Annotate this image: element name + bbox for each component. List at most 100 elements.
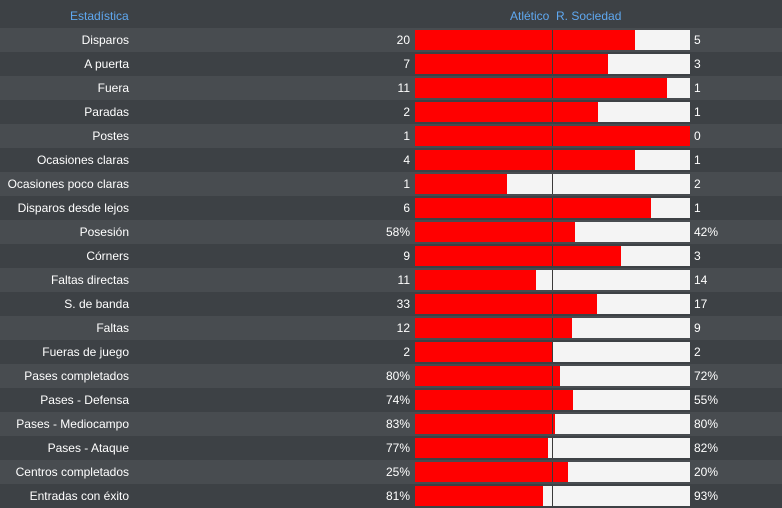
home-value: 9: [403, 249, 410, 263]
stat-label: Faltas: [96, 321, 129, 335]
stat-label: Ocasiones poco claras: [7, 177, 129, 191]
away-value: 20%: [694, 465, 719, 479]
home-share-fill: [415, 150, 635, 170]
comparison-bar: [415, 438, 690, 458]
away-value: 17: [694, 297, 708, 311]
comparison-bar: [415, 342, 690, 362]
stat-label: Centros completados: [15, 465, 129, 479]
midline-marker: [552, 102, 553, 122]
stat-row: Postes 1 0: [0, 124, 782, 148]
midline-marker: [552, 174, 553, 194]
home-team-header[interactable]: Atlético: [510, 9, 550, 23]
away-value: 0: [694, 129, 701, 143]
comparison-bar: [415, 102, 690, 122]
stat-row: Faltas 12 9: [0, 316, 782, 340]
home-value: 2: [403, 345, 410, 359]
midline-marker: [552, 438, 553, 458]
home-value: 81%: [385, 489, 410, 503]
away-value: 42%: [694, 225, 719, 239]
home-value: 83%: [385, 417, 410, 431]
home-value: 80%: [385, 369, 410, 383]
comparison-bar: [415, 222, 690, 242]
comparison-bar: [415, 294, 690, 314]
home-value: 4: [403, 153, 410, 167]
stat-row: Paradas 2 1: [0, 100, 782, 124]
stat-row: Fueras de juego 2 2: [0, 340, 782, 364]
away-value: 5: [694, 33, 701, 47]
stat-row: Faltas directas 11 14: [0, 268, 782, 292]
home-share-fill: [415, 438, 548, 458]
away-value: 3: [694, 57, 701, 71]
stat-label: Pases completados: [24, 369, 129, 383]
midline-marker: [552, 318, 553, 338]
stat-row: Córners 9 3: [0, 244, 782, 268]
home-share-fill: [415, 102, 598, 122]
stat-row: Pases - Ataque 77% 82%: [0, 436, 782, 460]
comparison-bar: [415, 198, 690, 218]
comparison-bar: [415, 54, 690, 74]
away-value: 1: [694, 201, 701, 215]
midline-marker: [552, 414, 553, 434]
home-value: 74%: [385, 393, 410, 407]
comparison-bar: [415, 462, 690, 482]
away-value: 14: [694, 273, 708, 287]
comparison-bar: [415, 150, 690, 170]
stat-label: Pases - Mediocampo: [16, 417, 129, 431]
comparison-bar: [415, 126, 690, 146]
home-value: 11: [397, 273, 410, 287]
home-share-fill: [415, 78, 667, 98]
midline-marker: [552, 486, 553, 506]
home-value: 1: [403, 129, 410, 143]
away-value: 1: [694, 105, 701, 119]
midline-marker: [552, 366, 553, 386]
home-share-fill: [415, 390, 573, 410]
comparison-bar: [415, 318, 690, 338]
away-value: 80%: [694, 417, 719, 431]
stat-column-header[interactable]: Estadística: [70, 9, 129, 23]
comparison-bar: [415, 270, 690, 290]
comparison-bar: [415, 366, 690, 386]
midline-marker: [552, 390, 553, 410]
home-share-fill: [415, 486, 543, 506]
home-share-fill: [415, 198, 651, 218]
stat-label: A puerta: [84, 57, 129, 71]
home-share-fill: [415, 342, 553, 362]
midline-marker: [552, 270, 553, 290]
midline-marker: [552, 198, 553, 218]
stats-header: Estadística Atlético R. Sociedad: [0, 4, 782, 28]
away-team-header[interactable]: R. Sociedad: [556, 9, 622, 23]
stat-row: Fuera 11 1: [0, 76, 782, 100]
home-value: 12: [396, 321, 410, 335]
home-share-fill: [415, 30, 635, 50]
comparison-bar: [415, 30, 690, 50]
stat-label: Disparos desde lejos: [17, 201, 129, 215]
midline-marker: [552, 30, 553, 50]
stat-row: Posesión 58% 42%: [0, 220, 782, 244]
stat-row: S. de banda 33 17: [0, 292, 782, 316]
midline-marker: [552, 150, 553, 170]
stat-row: Disparos 20 5: [0, 28, 782, 52]
stat-row: Disparos desde lejos 6 1: [0, 196, 782, 220]
stat-row: Ocasiones claras 4 1: [0, 148, 782, 172]
comparison-bar: [415, 390, 690, 410]
home-share-fill: [415, 318, 572, 338]
stat-row: Pases - Mediocampo 83% 80%: [0, 412, 782, 436]
away-value: 82%: [694, 441, 719, 455]
home-share-fill: [415, 246, 621, 266]
comparison-bar: [415, 414, 690, 434]
home-share-fill: [415, 462, 568, 482]
stat-label: Fuera: [97, 81, 129, 95]
home-share-fill: [415, 270, 536, 290]
home-value: 2: [403, 105, 410, 119]
stat-label: Fueras de juego: [42, 345, 129, 359]
stat-row: Centros completados 25% 20%: [0, 460, 782, 484]
home-value: 58%: [385, 225, 410, 239]
home-value: 25%: [385, 465, 410, 479]
away-value: 2: [694, 345, 701, 359]
stat-label: Disparos: [81, 33, 129, 47]
midline-marker: [552, 294, 553, 314]
home-value: 6: [403, 201, 410, 215]
midline-marker: [552, 126, 553, 146]
stat-label: Faltas directas: [50, 273, 129, 287]
